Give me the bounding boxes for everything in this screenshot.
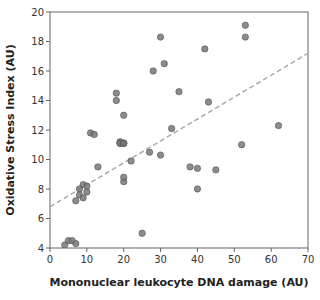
scatter-point: [157, 34, 163, 40]
y-tick-label: 12: [31, 125, 44, 136]
x-axis-label: Mononuclear leukocyte DNA damage (AU): [49, 276, 308, 289]
x-tick-label: 50: [228, 254, 241, 265]
y-tick-label: 16: [31, 66, 44, 77]
chart: 0 10 20 30 40 50 60 70 4 6 8 10 12 14 16 18 20 Mononuclea…: [0, 0, 320, 300]
scatter-point: [176, 88, 182, 94]
scatter-point: [73, 240, 79, 246]
y-tick: [46, 71, 50, 72]
x-tick-label: 40: [191, 254, 204, 265]
x-tick-label: 30: [154, 254, 167, 265]
y-tick: [46, 218, 50, 219]
scatter-point: [95, 164, 101, 170]
scatter-point: [242, 34, 248, 40]
scatter-point: [121, 140, 127, 146]
x-tick: [123, 248, 124, 252]
x-tick: [197, 248, 198, 252]
scatter-point: [205, 99, 211, 105]
scatter-point: [150, 68, 156, 74]
y-tick: [46, 130, 50, 131]
y-tick: [46, 248, 50, 249]
scatter-point: [113, 90, 119, 96]
scatter-point: [73, 198, 79, 204]
y-tick: [46, 12, 50, 13]
y-tick-label: 10: [31, 154, 44, 165]
x-tick: [234, 248, 235, 252]
x-tick-label: 0: [47, 254, 53, 265]
y-tick-label: 6: [38, 213, 44, 224]
scatter-point: [194, 186, 200, 192]
scatter-point: [84, 189, 90, 195]
scatter-point: [80, 195, 86, 201]
x-tick: [160, 248, 161, 252]
y-tick-label: 14: [31, 95, 44, 106]
x-tick-label: 70: [302, 254, 315, 265]
x-tick: [86, 248, 87, 252]
scatter-point: [128, 158, 134, 164]
scatter-point: [238, 142, 244, 148]
scatter-point: [113, 97, 119, 103]
y-tick: [46, 41, 50, 42]
x-tick-label: 10: [80, 254, 93, 265]
scatter-point: [139, 230, 145, 236]
y-axis-label: Oxidative Stress Index (AU): [4, 44, 17, 215]
scatter-point: [168, 125, 174, 131]
x-tick: [271, 248, 272, 252]
scatter-point: [242, 22, 248, 28]
scatter-point: [187, 164, 193, 170]
scatter-point: [121, 140, 127, 146]
plot-frame: [50, 12, 308, 248]
x-tick: [50, 248, 51, 252]
y-tick-label: 8: [38, 184, 44, 195]
y-tick: [46, 159, 50, 160]
scatter-point: [84, 183, 90, 189]
y-tick-label: 18: [31, 36, 44, 47]
scatter-point: [121, 174, 127, 180]
x-tick: [308, 248, 309, 252]
scatter-point: [202, 46, 208, 52]
scatter-point: [121, 140, 127, 146]
scatter-point: [121, 112, 127, 118]
scatter-point: [161, 60, 167, 66]
trend-line: [50, 53, 308, 206]
scatter-point: [275, 122, 281, 128]
scatter-point: [213, 167, 219, 173]
x-tick-label: 60: [265, 254, 278, 265]
y-tick: [46, 100, 50, 101]
y-tick: [46, 189, 50, 190]
scatter-point: [194, 165, 200, 171]
scatter-point: [146, 149, 152, 155]
y-tick-label: 4: [38, 243, 44, 254]
x-tick-label: 20: [117, 254, 130, 265]
scatter-point: [91, 131, 97, 137]
y-tick-label: 20: [31, 7, 44, 18]
plot-area: [50, 22, 308, 248]
scatter-point: [157, 152, 163, 158]
